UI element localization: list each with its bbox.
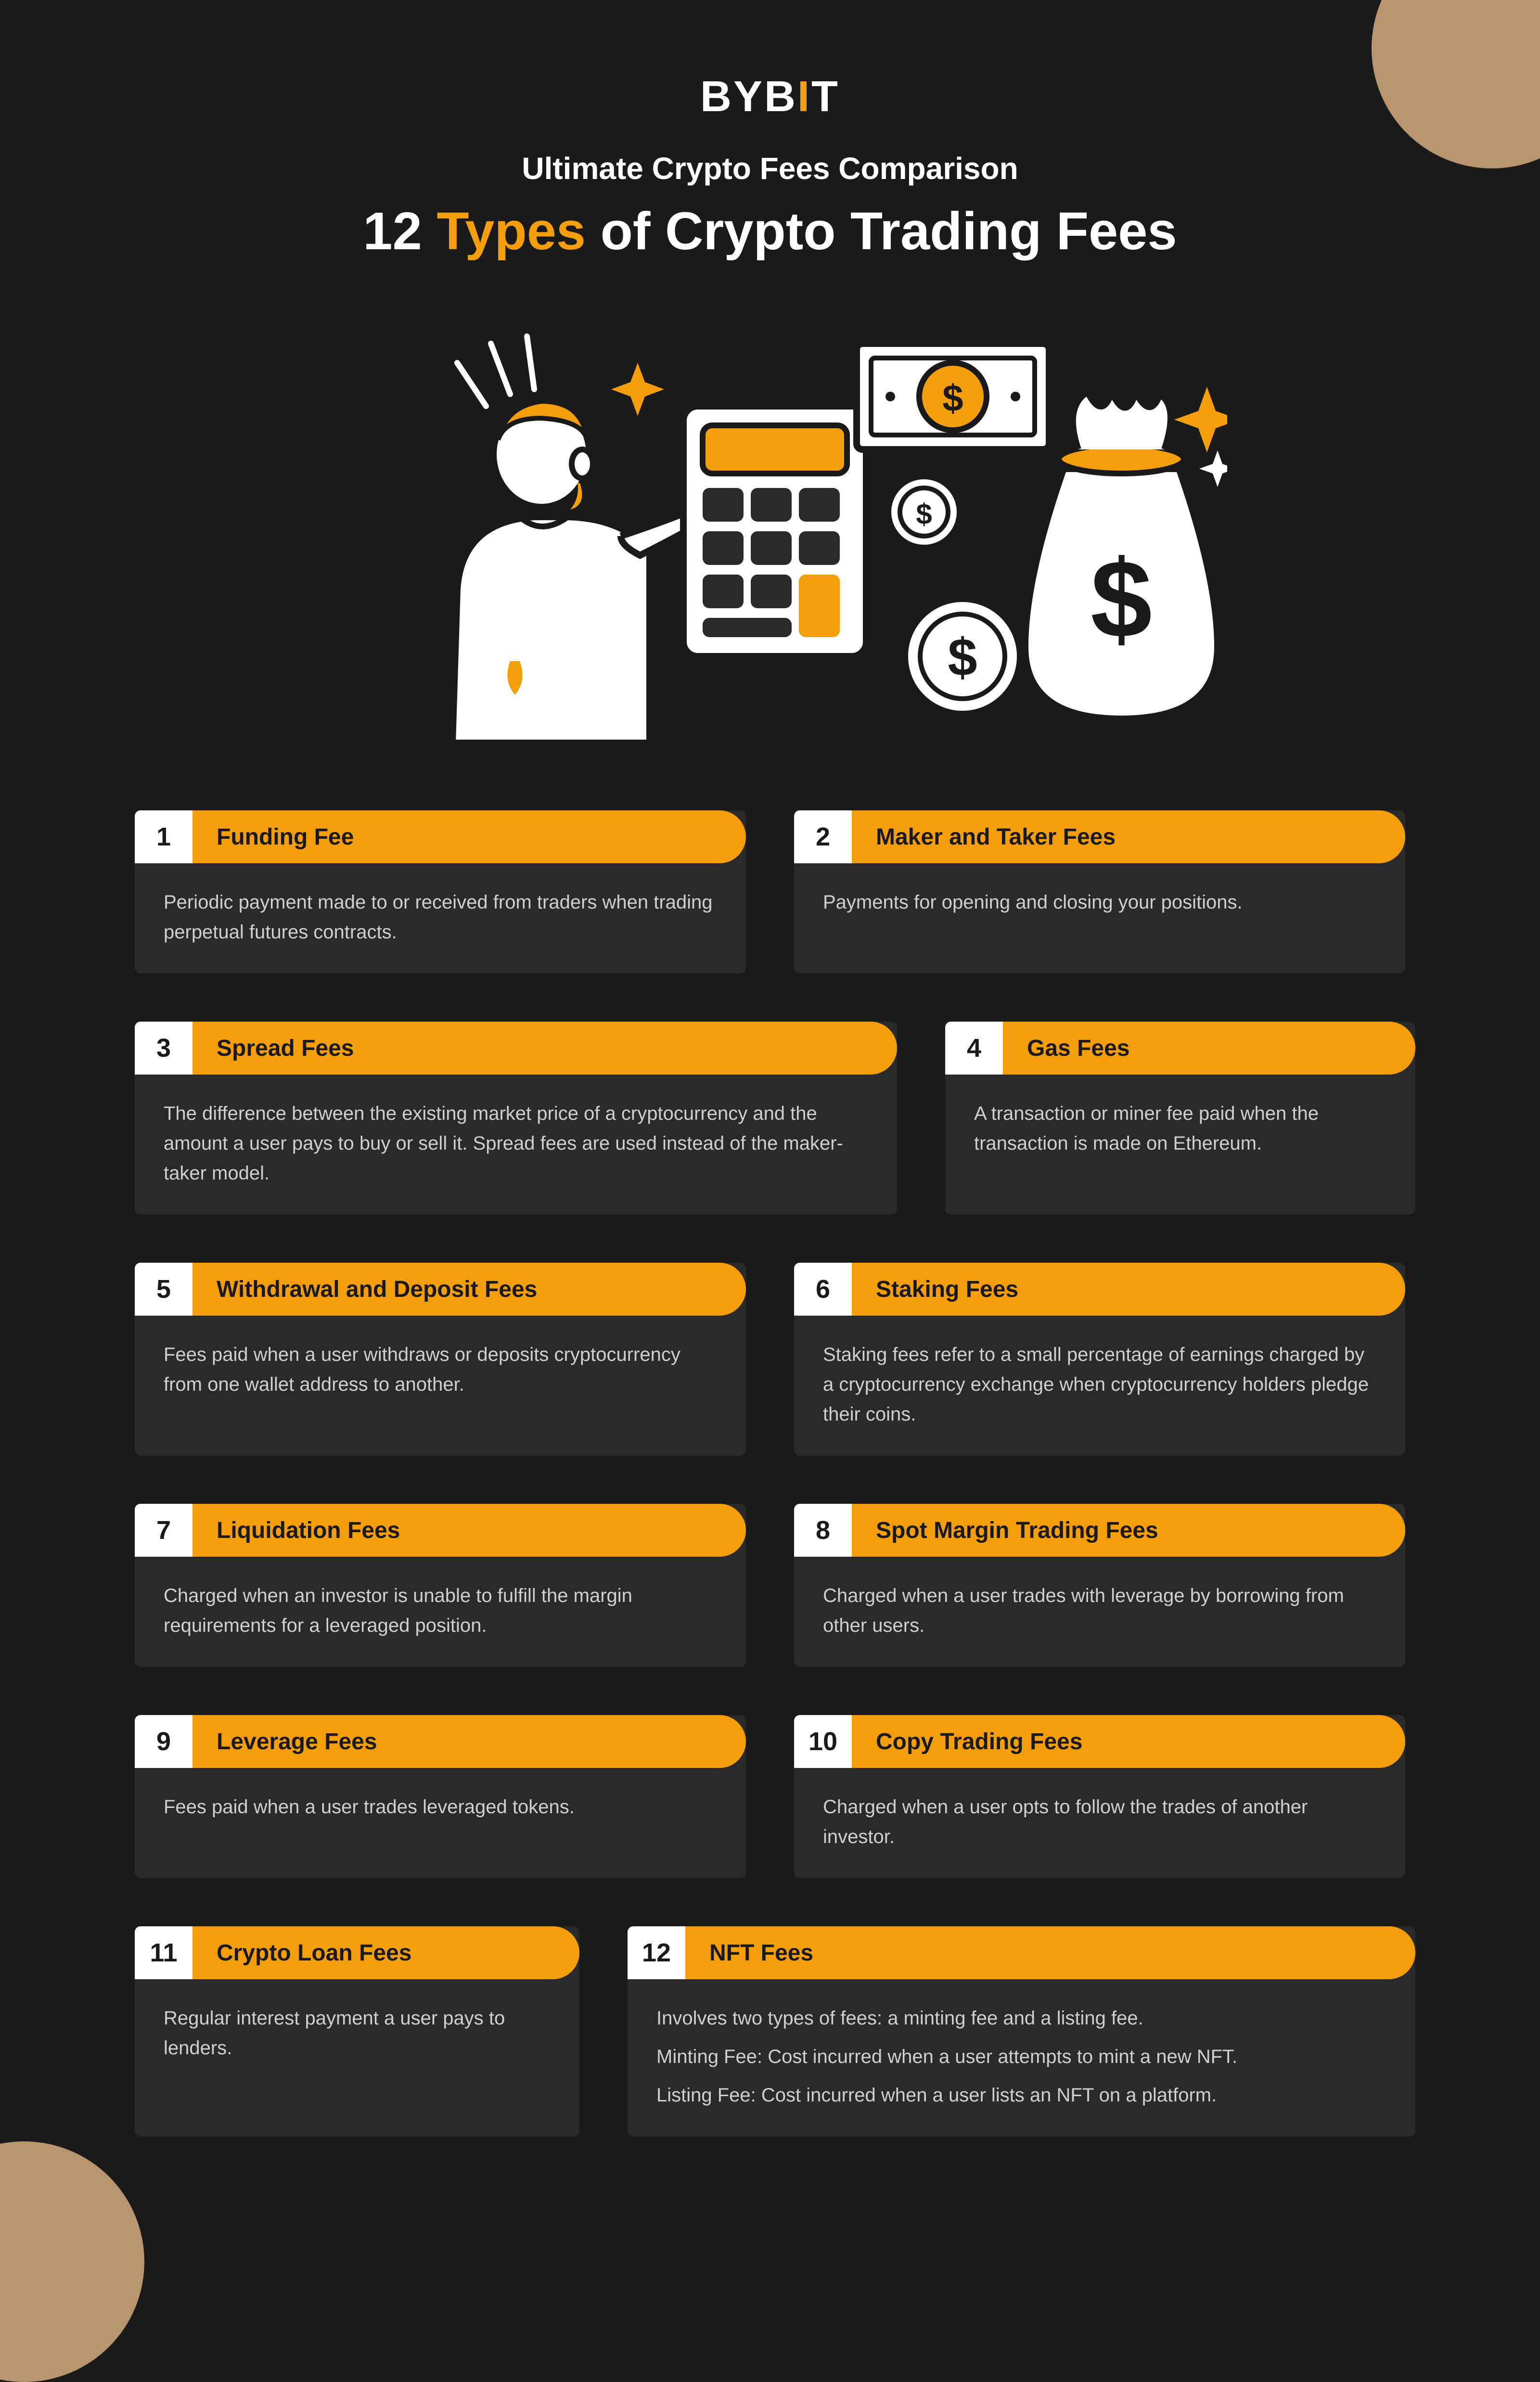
card-number: 4 [945, 1022, 1003, 1075]
fee-card: 2Maker and Taker Fees Payments for openin… [794, 810, 1405, 973]
card-number: 3 [135, 1022, 192, 1075]
card-text: Payments for opening and closing your po… [823, 887, 1376, 917]
calculator-icon [683, 406, 866, 656]
card-body: Charged when a user trades with leverage… [794, 1557, 1405, 1667]
fee-card: 12NFT Fees Involves two types of fees: a … [628, 1926, 1415, 2137]
card-number: 5 [135, 1263, 192, 1316]
dollar-bill-icon: $ [857, 344, 1049, 449]
fee-card: 8Spot Margin Trading Fees Charged when a … [794, 1504, 1405, 1667]
hero-svg: $ $ $ $ [313, 310, 1227, 743]
card-number: 9 [135, 1715, 192, 1768]
card-text: Fees paid when a user withdraws or depos… [164, 1340, 717, 1399]
card-number: 2 [794, 810, 852, 863]
card-body: Involves two types of fees: a minting fe… [628, 1979, 1415, 2137]
card-title: Funding Fee [192, 810, 746, 863]
cards-grid: 1Funding Fee Periodic payment made to or … [135, 810, 1405, 2137]
card-title: Withdrawal and Deposit Fees [192, 1263, 746, 1316]
title-post: of Crypto Trading Fees [586, 202, 1177, 261]
page-title: 12 Types of Crypto Trading Fees [135, 201, 1405, 262]
card-title: Spot Margin Trading Fees [852, 1504, 1405, 1557]
card-title: NFT Fees [685, 1926, 1415, 1979]
title-accent: Types [436, 202, 586, 261]
card-title: Leverage Fees [192, 1715, 746, 1768]
cards-row: 9Leverage Fees Fees paid when a user trad… [135, 1715, 1405, 1878]
card-text: Listing Fee: Cost incurred when a user l… [656, 2080, 1386, 2110]
card-number: 12 [628, 1926, 685, 1979]
fee-card: 1Funding Fee Periodic payment made to or … [135, 810, 746, 973]
card-body: A transaction or miner fee paid when the… [945, 1075, 1415, 1185]
card-title: Maker and Taker Fees [852, 810, 1405, 863]
card-title: Staking Fees [852, 1263, 1405, 1316]
card-number: 8 [794, 1504, 852, 1557]
card-number: 10 [794, 1715, 852, 1768]
cards-row: 11Crypto Loan Fees Regular interest payme… [135, 1926, 1405, 2137]
svg-text:$: $ [1091, 537, 1152, 661]
card-text: Minting Fee: Cost incurred when a user a… [656, 2042, 1386, 2072]
card-text: The difference between the existing mark… [164, 1099, 868, 1188]
card-body: Periodic payment made to or received fro… [135, 863, 746, 973]
fee-card: 10Copy Trading Fees Charged when a user o… [794, 1715, 1405, 1878]
fee-card: 4Gas Fees A transaction or miner fee paid… [945, 1022, 1415, 1215]
infographic-container: BYBIT Ultimate Crypto Fees Comparison 12… [0, 0, 1540, 2185]
card-body: The difference between the existing mark… [135, 1075, 897, 1215]
card-body: Staking fees refer to a small percentage… [794, 1316, 1405, 1456]
card-text: A transaction or miner fee paid when the… [974, 1099, 1386, 1158]
card-title: Gas Fees [1003, 1022, 1415, 1075]
card-text: Charged when a user opts to follow the t… [823, 1792, 1376, 1852]
card-number: 7 [135, 1504, 192, 1557]
card-text: Periodic payment made to or received fro… [164, 887, 717, 947]
card-body: Fees paid when a user trades leveraged t… [135, 1768, 746, 1848]
card-number: 11 [135, 1926, 192, 1979]
fee-card: 11Crypto Loan Fees Regular interest payme… [135, 1926, 579, 2137]
card-number: 1 [135, 810, 192, 863]
card-text: Charged when an investor is unable to fu… [164, 1581, 717, 1640]
card-number: 6 [794, 1263, 852, 1316]
sparkle-icon [611, 363, 664, 416]
fee-card: 9Leverage Fees Fees paid when a user trad… [135, 1715, 746, 1878]
coin-large-icon: $ [905, 599, 1020, 714]
cards-row: 3Spread Fees The difference between the e… [135, 1022, 1405, 1215]
cards-row: 7Liquidation Fees Charged when an investo… [135, 1504, 1405, 1667]
card-body: Regular interest payment a user pays to … [135, 1979, 579, 2089]
svg-text:$: $ [916, 498, 932, 530]
fee-card: 7Liquidation Fees Charged when an investo… [135, 1504, 746, 1667]
card-title: Copy Trading Fees [852, 1715, 1405, 1768]
logo-text-i: I [797, 73, 811, 121]
logo-text-pre: BYB [700, 73, 797, 121]
fee-card: 3Spread Fees The difference between the e… [135, 1022, 897, 1215]
card-text: Charged when a user trades with leverage… [823, 1581, 1376, 1640]
card-body: Fees paid when a user withdraws or depos… [135, 1316, 746, 1426]
money-bag-icon: $ [1025, 392, 1218, 719]
brand-logo: BYBIT [135, 72, 1405, 122]
card-title: Crypto Loan Fees [192, 1926, 579, 1979]
card-body: Payments for opening and closing your po… [794, 863, 1405, 944]
fee-card: 5Withdrawal and Deposit Fees Fees paid wh… [135, 1263, 746, 1456]
subtitle: Ultimate Crypto Fees Comparison [135, 151, 1405, 186]
title-pre: 12 [363, 202, 436, 261]
card-text: Regular interest payment a user pays to … [164, 2003, 551, 2063]
cards-row: 1Funding Fee Periodic payment made to or … [135, 810, 1405, 973]
hero-illustration: $ $ $ $ [135, 310, 1405, 743]
card-body: Charged when a user opts to follow the t… [794, 1768, 1405, 1878]
svg-text:$: $ [948, 628, 977, 687]
svg-text:$: $ [942, 377, 963, 419]
fee-card: 6Staking Fees Staking fees refer to a sma… [794, 1263, 1405, 1456]
card-text: Involves two types of fees: a minting fe… [656, 2003, 1386, 2033]
cards-row: 5Withdrawal and Deposit Fees Fees paid wh… [135, 1263, 1405, 1456]
logo-text-post: T [811, 73, 840, 121]
card-body: Charged when an investor is unable to fu… [135, 1557, 746, 1667]
card-title: Liquidation Fees [192, 1504, 746, 1557]
coin-small-icon: $ [888, 476, 960, 548]
card-text: Fees paid when a user trades leveraged t… [164, 1792, 717, 1822]
card-text: Staking fees refer to a small percentage… [823, 1340, 1376, 1429]
card-title: Spread Fees [192, 1022, 897, 1075]
